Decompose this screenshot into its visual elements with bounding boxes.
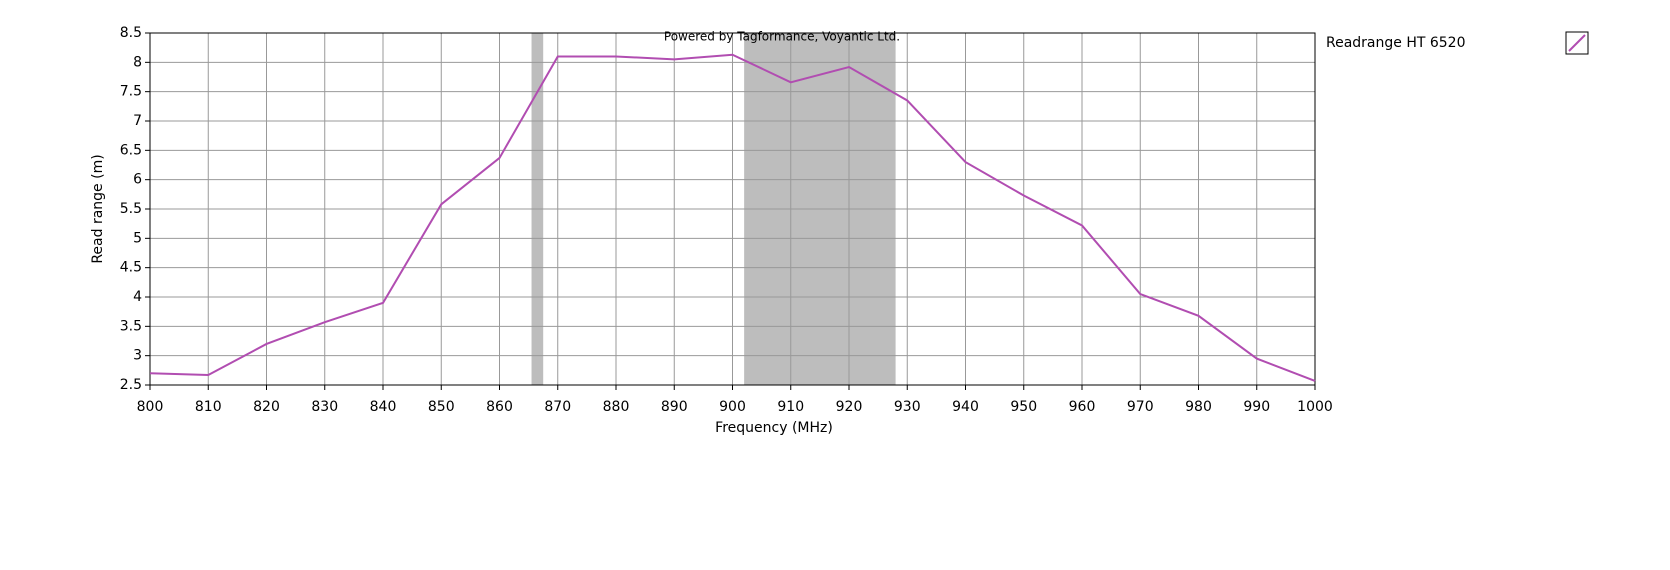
- x-tick-label: 830: [311, 399, 338, 415]
- x-axis-label: Frequency (MHz): [715, 420, 833, 436]
- y-tick-label: 7: [133, 113, 142, 129]
- x-tick-label: 890: [661, 399, 688, 415]
- y-tick-label: 3: [133, 348, 142, 364]
- legend-label: Readrange HT 6520: [1326, 35, 1466, 51]
- x-tick-label: 950: [1010, 399, 1037, 415]
- y-tick-label: 8: [133, 54, 142, 70]
- x-tick-label: 820: [253, 399, 280, 415]
- plot-frame: [149, 32, 1316, 386]
- y-tick-label: 5.5: [120, 201, 142, 217]
- x-tick-label: 970: [1127, 399, 1154, 415]
- x-tick-label: 810: [195, 399, 222, 415]
- y-tick-label: 3.5: [120, 318, 142, 334]
- x-tick-label: 910: [777, 399, 804, 415]
- x-tick-label: 900: [719, 399, 746, 415]
- x-tick-label: 800: [137, 399, 164, 415]
- x-tick-label: 1000: [1297, 399, 1333, 415]
- legend-swatch: [1568, 34, 1586, 52]
- x-tick-label: 960: [1069, 399, 1096, 415]
- x-tick-label: 850: [428, 399, 455, 415]
- x-tick-label: 840: [370, 399, 397, 415]
- series-line: [149, 53, 1316, 382]
- y-tick-label: 6: [133, 172, 142, 188]
- y-tick-label: 4.5: [120, 260, 142, 276]
- x-tick-label: 990: [1243, 399, 1270, 415]
- x-tick-label: 930: [894, 399, 921, 415]
- x-tick-label: 920: [836, 399, 863, 415]
- y-tick-label: 4: [133, 289, 142, 305]
- y-tick-label: 6.5: [120, 142, 142, 158]
- x-tick-label: 880: [603, 399, 630, 415]
- y-axis-label: Read range (m): [90, 154, 106, 263]
- x-tick-label: 860: [486, 399, 513, 415]
- y-tick-label: 5: [133, 230, 142, 246]
- watermark: Powered by Tagformance, Voyantic Ltd.: [664, 30, 900, 44]
- y-tick-label: 2.5: [120, 377, 142, 393]
- y-tick-label: 8.5: [120, 25, 142, 41]
- x-tick-label: 870: [544, 399, 571, 415]
- y-tick-label: 7.5: [120, 84, 142, 100]
- x-tick-label: 980: [1185, 399, 1212, 415]
- x-tick-label: 940: [952, 399, 979, 415]
